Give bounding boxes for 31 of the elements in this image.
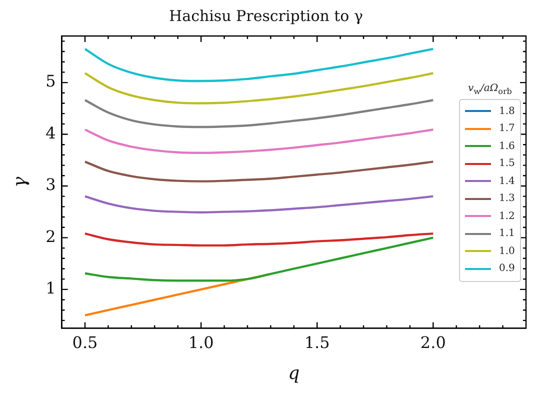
legend-label: 1.6 (499, 140, 515, 152)
line-series (84, 128, 434, 154)
x-tick-label: 1.0 (188, 332, 214, 352)
x-tick-label: 0.5 (72, 332, 98, 352)
legend-label: 0.9 (499, 263, 515, 274)
x-axis-title: q (288, 362, 300, 384)
line-series (84, 160, 434, 182)
x-tick-label: 1.5 (304, 332, 330, 352)
legend-title: v$_{w}$/aΩ$_{orb}$ (467, 82, 513, 96)
legend-label: 1.4 (499, 176, 515, 187)
line-series (84, 232, 434, 247)
y-axis-title: γ (9, 176, 30, 188)
legend-label: 1.3 (499, 193, 515, 204)
line-series (84, 99, 434, 128)
y-tick-label: 1 (46, 278, 56, 298)
line-series (84, 236, 434, 282)
line-series (84, 195, 434, 214)
y-tick-label: 2 (46, 226, 56, 246)
line-series (84, 48, 434, 82)
chart-title: Hachisu Prescription to γ (169, 6, 363, 25)
legend-label: 1.8 (499, 106, 515, 117)
y-tick-label: 5 (46, 72, 56, 91)
y-tick-label: 3 (46, 175, 56, 194)
legend-label: 1.2 (499, 210, 515, 222)
legend-label: 1.0 (499, 246, 515, 257)
legend-label: 1.1 (499, 228, 515, 240)
legend-label: 1.5 (499, 158, 515, 170)
legend-label: 1.7 (499, 123, 515, 134)
y-tick-label: 4 (46, 123, 56, 142)
line-series (84, 72, 434, 104)
x-tick-label: 2.0 (420, 332, 446, 352)
